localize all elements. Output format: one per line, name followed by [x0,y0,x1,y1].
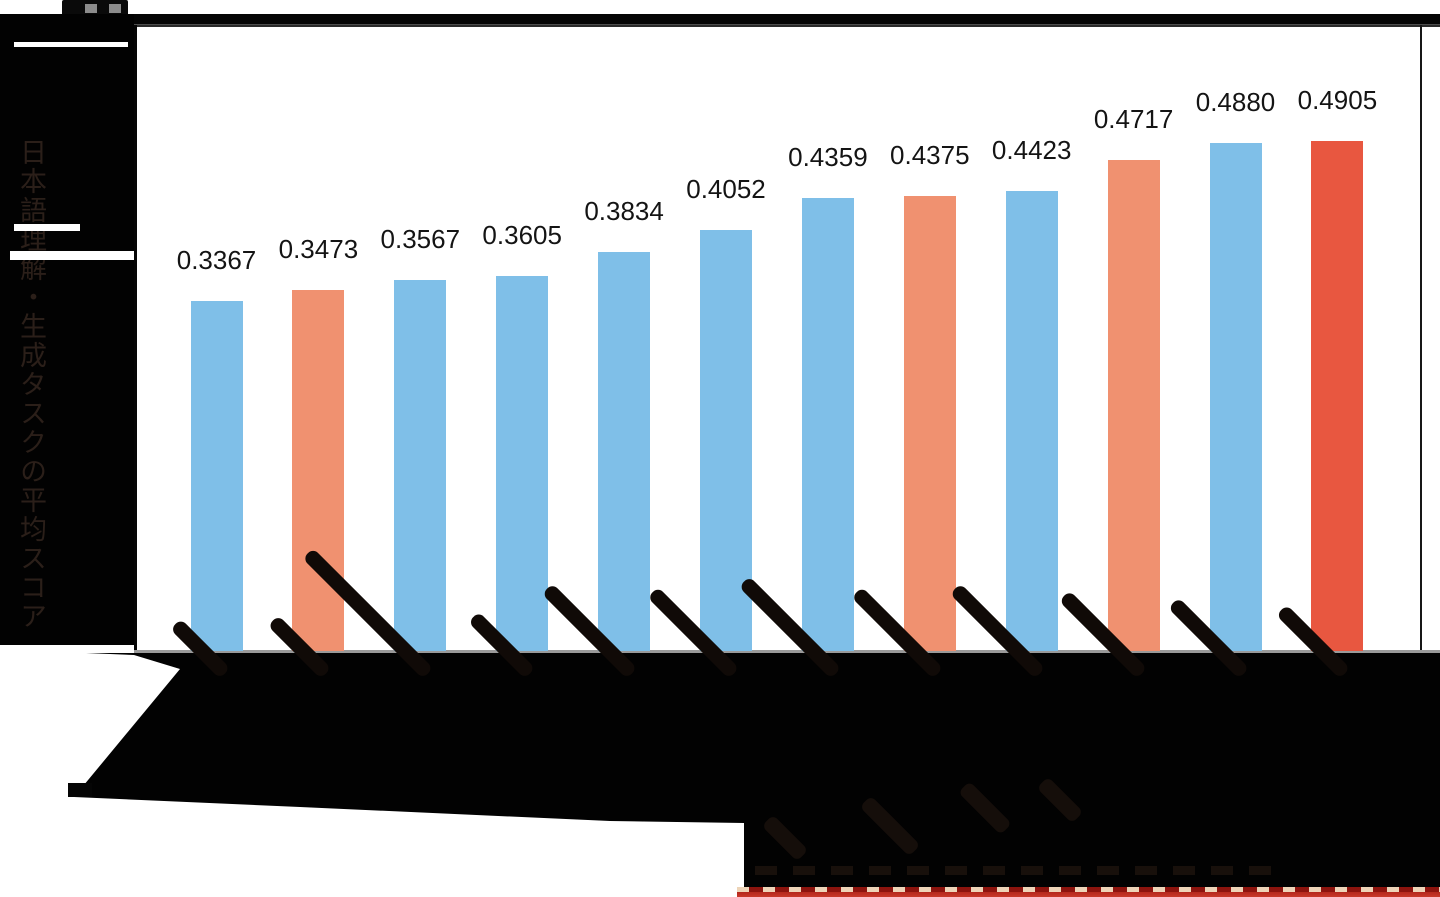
bar [598,252,651,651]
background-gap [14,42,128,47]
bar [801,198,854,651]
bar-value-label: 0.3834 [584,196,664,226]
bar-value-label: 0.3605 [482,220,562,250]
bar [1311,141,1364,651]
background-gap [14,224,80,231]
bar [1005,191,1058,651]
clipped-glyph-mark [85,4,97,13]
clipped-glyph-mark [109,4,121,13]
x-axis-line [134,650,1440,653]
left-spine [134,25,137,653]
figure-lower-margin [74,653,1440,887]
top-spine [134,25,1440,27]
bar [1209,143,1262,651]
right-spine [1420,25,1422,653]
bar [903,196,956,651]
bar-value-label: 0.3567 [380,224,461,254]
bar-value-label: 0.4423 [991,135,1072,165]
bar [1107,160,1160,651]
bar-value-label: 0.4052 [686,174,766,204]
red-dashed-underline [737,887,1440,897]
bar-value-label: 0.3367 [176,245,257,275]
bar-value-label: 0.4880 [1195,87,1276,117]
bar-value-label: 0.4905 [1297,85,1378,115]
bar [190,301,243,651]
label-fragment [68,783,92,797]
bar-value-label: 0.4359 [788,142,868,172]
figure-top-edge [0,14,1440,24]
bar [394,280,447,651]
bar-value-label: 0.3473 [278,234,359,264]
bar [292,290,345,651]
y-axis-label: 日本語理解・生成タスクの平均スコア [16,138,46,631]
bar [496,276,549,651]
bar-value-label: 0.4375 [890,140,970,170]
figure-left-margin [0,14,134,645]
x-axis-caption-smudge [755,866,1275,875]
background-gap [10,251,136,260]
bar-value-label: 0.4717 [1093,104,1174,134]
plot-area: 0.3367 0.3473 0.3567 0.3605 0.3834 0.4052 0.43… [134,25,1440,653]
